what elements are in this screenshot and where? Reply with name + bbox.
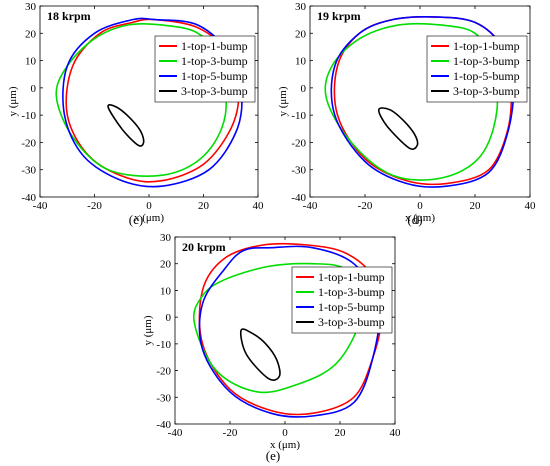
y-tick-label: 30 (25, 1, 37, 13)
y-tick-label: 30 (160, 232, 172, 244)
x-axis-label: x (μm) (270, 439, 300, 451)
legend-entry: 1-top-3-bump (318, 285, 385, 299)
x-tick-label: 0 (282, 427, 288, 439)
x-tick-label: -20 (87, 200, 102, 212)
series-line-1-top-5-bump (198, 245, 381, 418)
legend-entry: 1-top-1-bump (181, 39, 248, 53)
y-tick-label: -20 (291, 137, 306, 149)
legend-entry: 1-top-1-bump (453, 39, 520, 53)
y-axis-label: y (μm) (277, 86, 289, 116)
y-tick-label: 20 (25, 28, 37, 40)
y-tick-label: 30 (295, 1, 307, 13)
legend-entry: 1-top-5-bump (181, 69, 248, 83)
y-tick-label: -30 (21, 165, 36, 177)
legend-entry: 1-top-5-bump (318, 300, 385, 314)
x-tick-label: 0 (146, 200, 152, 212)
x-tick-label: 40 (525, 200, 537, 212)
series-line-3-top-3-bump (239, 328, 281, 381)
x-tick-label: -40 (303, 200, 318, 212)
y-tick-label: 0 (31, 83, 37, 95)
panel-caption: (e) (266, 448, 280, 463)
y-tick-label: -20 (156, 366, 171, 378)
x-tick-label: -40 (33, 200, 48, 212)
x-tick-label: -20 (223, 427, 238, 439)
series-line-3-top-3-bump (377, 107, 419, 150)
legend-entry: 3-top-3-bump (181, 84, 248, 98)
panel-0: -40 -20 0 20 40 -40 -30 -20 -10 0 10 20 30 x (μm) y (μ… (7, 1, 264, 227)
y-tick-label: -10 (21, 110, 36, 122)
y-tick-label: -40 (21, 192, 36, 204)
y-tick-label: 20 (295, 28, 307, 40)
series-line-3-top-3-bump (107, 104, 145, 147)
y-tick-label: 10 (25, 56, 37, 68)
x-tick-label: 20 (335, 427, 347, 439)
y-tick-label: 0 (301, 83, 307, 95)
legend-entry: 1-top-3-bump (453, 54, 520, 68)
x-tick-label: -40 (168, 427, 183, 439)
panel-title: 19 krpm (317, 9, 361, 23)
y-tick-label: -40 (291, 192, 306, 204)
panel-1: -40 -20 0 20 40 -40 -30 -20 -10 0 10 20 30 x (μm) y (μ… (277, 1, 536, 227)
y-tick-label: 20 (160, 259, 172, 271)
y-tick-label: -10 (156, 339, 171, 351)
x-tick-label: 40 (390, 427, 402, 439)
x-tick-label: -20 (358, 200, 373, 212)
y-tick-label: 10 (295, 56, 307, 68)
panel-title: 18 krpm (47, 9, 91, 23)
y-tick-label: -10 (291, 110, 306, 122)
legend-entry: 1-top-5-bump (453, 69, 520, 83)
y-tick-label: -20 (21, 137, 36, 149)
y-tick-label: -40 (156, 419, 171, 431)
y-tick-label: 0 (166, 312, 172, 324)
legend-entry: 3-top-3-bump (453, 84, 520, 98)
y-tick-label: -30 (291, 165, 306, 177)
y-axis-label: y (μm) (7, 86, 19, 116)
x-axis-label: x (μm) (134, 212, 164, 224)
legend-entry: 3-top-3-bump (318, 315, 385, 329)
panel-2: -40 -20 0 20 40 -40 -30 -20 -10 0 10 20 30 x (μm) y (μ… (142, 232, 401, 463)
y-tick-label: 10 (160, 285, 172, 297)
x-tick-label: 0 (417, 200, 423, 212)
panel-caption: (d) (407, 212, 422, 227)
x-tick-label: 20 (198, 200, 210, 212)
x-axis-label: x (μm) (405, 212, 435, 224)
panel-caption: (c) (129, 212, 143, 227)
y-tick-label: -30 (156, 392, 171, 404)
legend-entry: 1-top-1-bump (318, 270, 385, 284)
legend-entry: 1-top-3-bump (181, 54, 248, 68)
x-tick-label: 40 (253, 200, 265, 212)
x-tick-label: 20 (470, 200, 482, 212)
y-axis-label: y (μm) (142, 315, 154, 345)
panel-title: 20 krpm (182, 240, 226, 254)
